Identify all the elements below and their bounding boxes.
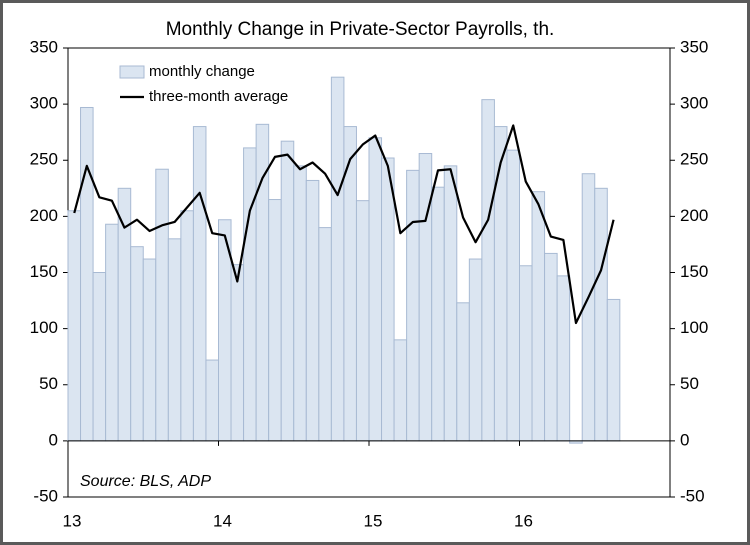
bar xyxy=(293,165,307,442)
bar xyxy=(243,147,257,442)
bar xyxy=(67,210,82,442)
y-tick-label: 200 xyxy=(30,206,58,225)
bar xyxy=(192,126,207,442)
bar xyxy=(205,359,219,442)
bar xyxy=(280,140,295,442)
bar xyxy=(167,238,182,442)
bar xyxy=(180,210,194,442)
legend-swatch xyxy=(119,65,145,79)
x-tick-label: 15 xyxy=(364,511,383,530)
bar xyxy=(468,258,483,442)
x-tick-label: 14 xyxy=(213,511,232,530)
y2-tick-label: 50 xyxy=(680,374,699,393)
bar xyxy=(105,223,119,442)
y-tick-label: 300 xyxy=(30,94,58,113)
chart-title: Monthly Change in Private-Sector Payroll… xyxy=(166,19,555,40)
y2-tick-label: 0 xyxy=(680,430,689,449)
bar xyxy=(393,339,408,442)
bar xyxy=(506,149,521,442)
y2-tick-label: 200 xyxy=(680,206,708,225)
bar xyxy=(531,191,546,442)
x-tick-label: 13 xyxy=(63,511,82,530)
y2-tick-label: -50 xyxy=(680,486,705,505)
bar xyxy=(493,126,508,442)
x-tick-label: 16 xyxy=(514,511,533,530)
legend-label: monthly change xyxy=(149,63,255,80)
legend-box xyxy=(114,57,294,111)
bar xyxy=(443,165,458,442)
y-tick-label: 350 xyxy=(30,37,58,56)
bar xyxy=(594,187,608,442)
y-tick-label: 50 xyxy=(39,374,58,393)
y-tick-label: 100 xyxy=(30,318,58,337)
bar xyxy=(556,275,571,442)
bar xyxy=(381,157,395,442)
bar xyxy=(268,199,282,442)
bar xyxy=(155,168,169,442)
bar xyxy=(305,179,320,442)
y-tick-label: 250 xyxy=(30,150,58,169)
bar xyxy=(418,153,433,442)
y-tick-label: 150 xyxy=(30,262,58,281)
bar xyxy=(606,298,621,442)
bar xyxy=(92,272,107,442)
line xyxy=(73,124,615,325)
y2-tick-label: 300 xyxy=(680,94,708,113)
bar xyxy=(230,264,245,442)
bar xyxy=(544,252,558,442)
y-tick-label: -50 xyxy=(33,486,58,505)
bar xyxy=(80,106,94,442)
y2-tick-label: 100 xyxy=(680,318,708,337)
bar xyxy=(368,137,383,442)
bar xyxy=(481,99,495,442)
source-note: Source: BLS, ADP xyxy=(80,473,211,490)
bar xyxy=(456,302,470,442)
bar xyxy=(406,169,420,442)
y2-tick-label: 150 xyxy=(680,262,708,281)
bar xyxy=(142,258,157,442)
y-tick-label: 0 xyxy=(49,430,58,449)
bar xyxy=(355,200,370,442)
y2-tick-label: 350 xyxy=(680,37,708,56)
bar xyxy=(318,227,332,442)
bar xyxy=(330,76,345,442)
y2-tick-label: 250 xyxy=(680,150,708,169)
bar xyxy=(519,265,533,442)
bar xyxy=(130,246,144,442)
bar xyxy=(431,186,445,442)
legend-label: three-month average xyxy=(149,88,288,105)
